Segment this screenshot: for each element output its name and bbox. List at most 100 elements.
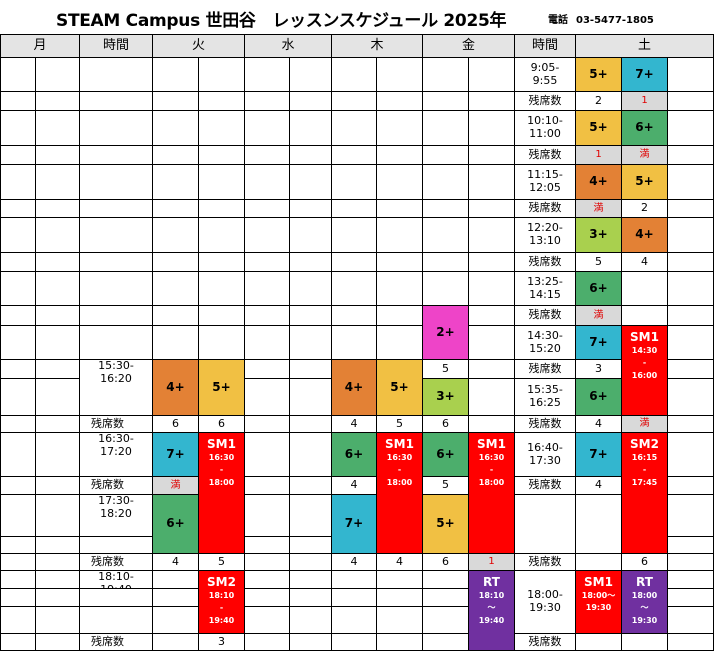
class-block: 5+ bbox=[576, 111, 622, 146]
empty-cell bbox=[332, 146, 377, 165]
page-title: STEAM Campus 世田谷 レッスンスケジュール 2025年 bbox=[56, 11, 507, 31]
sat-rt-b-start: 18:00 bbox=[631, 591, 658, 600]
empty-cell bbox=[377, 58, 423, 92]
header-mon: 月 bbox=[0, 34, 80, 58]
empty-cell bbox=[377, 634, 423, 651]
empty-cell bbox=[80, 111, 153, 146]
empty-cell bbox=[668, 589, 714, 607]
class-block: 5+ bbox=[622, 165, 668, 200]
empty-cell bbox=[332, 58, 377, 92]
fri-sm1-sep: - bbox=[489, 465, 494, 475]
empty-cell bbox=[245, 433, 290, 477]
empty-cell bbox=[245, 416, 290, 433]
class-block: 7+ bbox=[576, 433, 622, 477]
seat-count: 6 bbox=[423, 416, 469, 433]
empty-cell bbox=[36, 200, 80, 218]
seat-count: 6 bbox=[199, 416, 245, 433]
class-block: 3+ bbox=[576, 218, 622, 253]
empty-cell bbox=[245, 571, 290, 589]
empty-cell bbox=[423, 634, 469, 651]
empty-cell bbox=[80, 326, 153, 360]
tue-sm1-end: 18:00 bbox=[208, 477, 235, 487]
empty-cell bbox=[0, 146, 36, 165]
empty-cell bbox=[668, 379, 714, 416]
fri-sm1-end: 18:00 bbox=[478, 477, 505, 487]
empty-cell bbox=[290, 92, 332, 111]
time-slot-label: 9:05-9:55 bbox=[515, 58, 576, 92]
empty-cell bbox=[199, 58, 245, 92]
empty-cell bbox=[245, 477, 290, 495]
class-block: 5+ bbox=[199, 360, 245, 416]
empty-cell bbox=[469, 306, 515, 326]
empty-cell bbox=[290, 634, 332, 651]
sat-sm2-b-sep: - bbox=[642, 465, 647, 475]
empty-cell bbox=[668, 360, 714, 379]
sat-rt-b-title: RT bbox=[636, 575, 653, 589]
seat-count-full: 満 bbox=[576, 306, 622, 326]
empty-cell bbox=[332, 218, 377, 253]
empty-cell bbox=[0, 433, 36, 477]
empty-cell bbox=[423, 272, 469, 306]
empty-cell bbox=[80, 200, 153, 218]
empty-cell bbox=[80, 589, 153, 607]
empty-cell bbox=[668, 253, 714, 272]
empty-cell bbox=[36, 272, 80, 306]
empty-cell bbox=[668, 272, 714, 306]
empty-cell bbox=[153, 272, 199, 306]
time-slot-label: 13:25-14:15 bbox=[515, 272, 576, 306]
remaining-label: 残席数 bbox=[515, 253, 576, 272]
seat-count-full: 満 bbox=[576, 200, 622, 218]
empty-cell bbox=[36, 571, 80, 589]
empty-cell bbox=[290, 218, 332, 253]
empty-cell bbox=[199, 306, 245, 326]
class-block: 4+ bbox=[332, 360, 377, 416]
empty-cell bbox=[36, 634, 80, 651]
fri-rt-title: RT bbox=[483, 575, 500, 589]
seat-count: 1 bbox=[469, 554, 515, 571]
tue-sm1-start: 16:30 bbox=[208, 453, 235, 462]
empty-cell bbox=[668, 537, 714, 554]
empty-cell bbox=[469, 218, 515, 253]
empty-cell bbox=[668, 607, 714, 634]
remaining-label: 残席数 bbox=[80, 416, 153, 433]
empty-cell bbox=[80, 58, 153, 92]
empty-cell bbox=[80, 607, 153, 634]
empty-cell bbox=[622, 306, 668, 326]
seat-count: 5 bbox=[423, 360, 469, 379]
empty-cell bbox=[0, 477, 36, 495]
remaining-label: 残席数 bbox=[515, 416, 576, 433]
empty-cell bbox=[668, 218, 714, 253]
empty-cell bbox=[36, 477, 80, 495]
empty-cell bbox=[245, 607, 290, 634]
empty-cell bbox=[199, 111, 245, 146]
empty-cell bbox=[290, 146, 332, 165]
empty-cell bbox=[36, 554, 80, 571]
empty-cell bbox=[0, 165, 36, 200]
thu-sm1-end: 18:00 bbox=[386, 477, 413, 487]
empty-cell bbox=[0, 554, 36, 571]
empty-cell bbox=[332, 326, 377, 360]
empty-cell bbox=[423, 607, 469, 634]
empty-cell bbox=[80, 306, 153, 326]
special-class-block: SM2 18:10 - 19:40 bbox=[199, 571, 245, 634]
empty-cell bbox=[332, 571, 377, 589]
class-block: 6+ bbox=[576, 272, 622, 306]
class-block: 4+ bbox=[622, 218, 668, 253]
empty-cell bbox=[0, 253, 36, 272]
seat-count: 4 bbox=[153, 554, 199, 571]
remaining-label: 残席数 bbox=[515, 146, 576, 165]
remaining-label: 残席数 bbox=[80, 634, 153, 651]
tue-sm2-end: 19:40 bbox=[208, 615, 235, 625]
empty-cell bbox=[36, 306, 80, 326]
empty-cell bbox=[469, 58, 515, 92]
empty-cell bbox=[80, 165, 153, 200]
empty-cell bbox=[290, 360, 332, 379]
empty-cell bbox=[153, 326, 199, 360]
empty-cell bbox=[423, 146, 469, 165]
empty-cell bbox=[469, 200, 515, 218]
thu-sm1-title: SM1 bbox=[385, 437, 414, 451]
empty-cell bbox=[245, 218, 290, 253]
empty-cell bbox=[199, 146, 245, 165]
header-thu: 木 bbox=[332, 34, 423, 58]
empty-cell bbox=[245, 272, 290, 306]
